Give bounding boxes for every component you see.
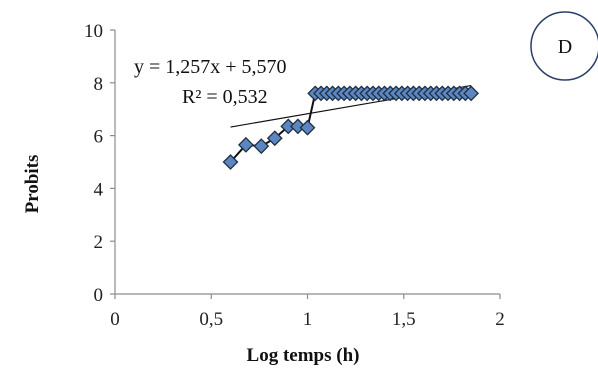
x-axis-title: Log temps (h) xyxy=(247,345,360,366)
data-point xyxy=(289,118,306,135)
panel-badge: D xyxy=(530,11,598,81)
data-markers xyxy=(222,85,480,170)
x-ticks: 0 0,5 1 1,5 2 xyxy=(110,294,505,330)
y-axis-title: Probits xyxy=(22,155,43,214)
data-point xyxy=(463,85,480,102)
data-point xyxy=(237,136,254,153)
x-tick-label: 1 xyxy=(303,309,313,330)
equation-label: y = 1,257x + 5,570 xyxy=(134,56,287,78)
data-point xyxy=(253,138,270,155)
x-tick-label: 2 xyxy=(495,309,505,330)
r-squared-label: R² = 0,532 xyxy=(182,86,268,108)
data-point xyxy=(299,119,316,136)
y-tick-label: 2 xyxy=(94,232,104,253)
badge-circle xyxy=(530,11,598,81)
x-tick-label: 0 xyxy=(110,309,120,330)
y-tick-label: 8 xyxy=(94,74,104,95)
data-point xyxy=(266,130,283,147)
y-ticks: 0 2 4 6 8 10 xyxy=(84,21,115,306)
badge-letter: D xyxy=(558,36,572,58)
y-tick-label: 4 xyxy=(94,179,104,200)
y-tick-label: 6 xyxy=(94,127,104,148)
y-tick-label: 10 xyxy=(84,21,103,42)
data-point xyxy=(222,154,239,170)
y-tick-label: 0 xyxy=(94,285,104,306)
x-tick-label: 0,5 xyxy=(199,309,223,330)
x-tick-label: 1,5 xyxy=(392,309,416,330)
